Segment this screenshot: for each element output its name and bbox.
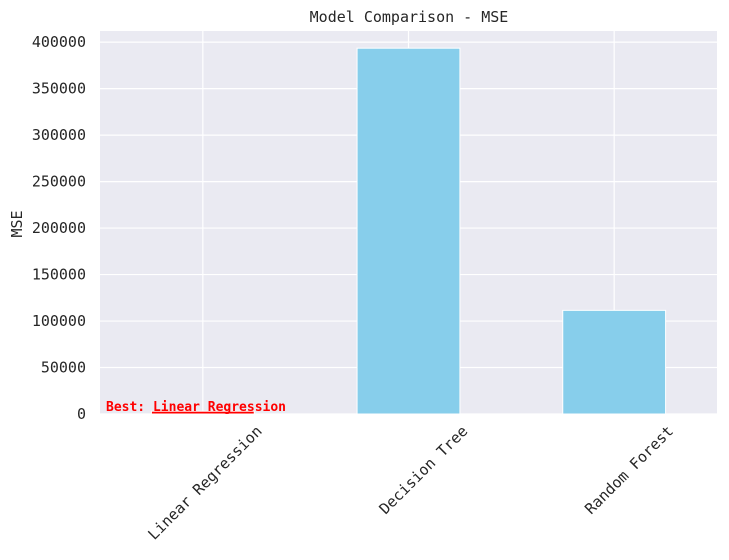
x-axis-ticks: Linear Regression Decision Tree Random For… [144, 422, 677, 543]
y-tick-label: 50000 [41, 359, 86, 377]
y-tick-label: 150000 [32, 266, 86, 284]
bar [562, 309, 667, 415]
best-model-annotation: Best: Linear Regression [106, 400, 286, 415]
x-tick-label: Decision Tree [376, 422, 472, 518]
bar [356, 47, 461, 415]
y-tick-label: 350000 [32, 80, 86, 98]
y-tick-label: 400000 [32, 33, 86, 51]
x-tick-label: Linear Regression [144, 422, 265, 543]
y-axis-ticks: 0 50000 100000 150000 200000 250000 300000 3500… [32, 33, 86, 423]
y-tick-label: 250000 [32, 173, 86, 191]
chart-title: Model Comparison - MSE [310, 8, 509, 26]
bars [150, 47, 667, 415]
y-tick-label: 100000 [32, 312, 86, 330]
bar [150, 410, 255, 415]
y-axis-label: MSE [8, 210, 26, 237]
y-tick-label: 300000 [32, 126, 86, 144]
y-tick-label: 200000 [32, 219, 86, 237]
x-tick-label: Random Forest [581, 422, 677, 518]
y-tick-label: 0 [77, 405, 86, 423]
